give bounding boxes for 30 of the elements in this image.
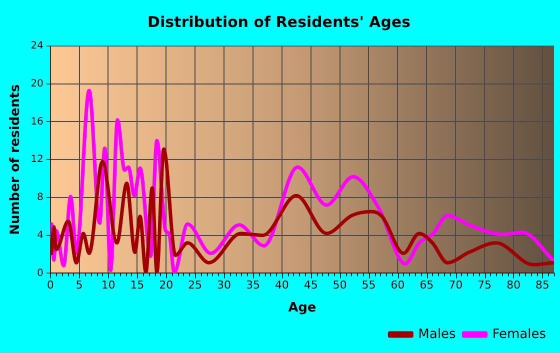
x-tick-label: 40 [274,278,289,292]
legend-label: Females [492,326,546,342]
y-tick-label: 8 [36,192,44,204]
x-tick-label: 15 [130,278,144,292]
y-tick-label: 16 [30,116,44,128]
x-tick-label: 65 [420,278,434,292]
x-tick-label: 25 [188,278,202,292]
y-tick-label: 12 [30,154,44,166]
x-tick-label: 50 [332,278,347,292]
x-tick-label: 75 [478,278,492,292]
x-tick-label: 0 [46,278,54,292]
x-tick-label: 5 [76,278,83,292]
x-tick-label: 10 [101,278,116,292]
x-tick-label: 60 [390,278,405,292]
chart-title: Distribution of Residents' Ages [148,12,411,31]
y-axis-title: Number of residents [8,84,24,235]
x-tick-label: 45 [304,278,318,292]
x-tick-label: 20 [159,278,174,292]
x-tick-label: 70 [448,278,463,292]
y-tick-label: 0 [36,268,44,279]
x-tick-label: 85 [535,278,550,292]
y-tick-label: 20 [30,78,44,90]
legend-label: Males [418,326,456,342]
x-tick-label: 55 [362,278,376,292]
y-tick-label: 24 [30,40,44,52]
x-axis-title: Age [288,300,316,316]
x-tick-label: 30 [217,278,232,292]
x-tick-label: 80 [506,278,520,292]
x-tick-label: 35 [246,278,260,292]
y-tick-label: 4 [36,230,44,241]
